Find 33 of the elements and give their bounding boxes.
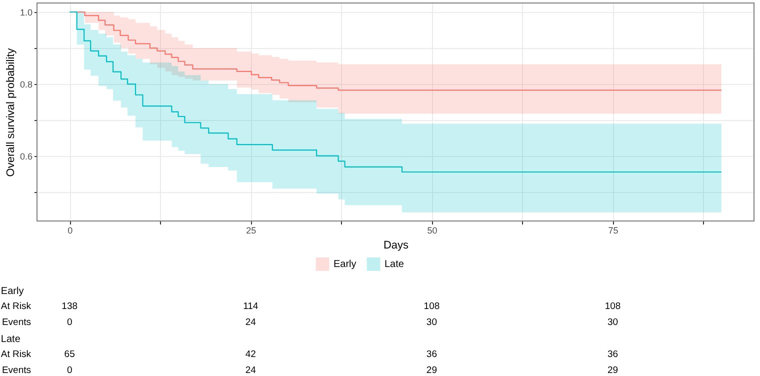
text: 29 xyxy=(607,365,618,376)
text: At Risk xyxy=(0,301,32,312)
x-tick-label: 50 xyxy=(427,226,438,236)
text: 36 xyxy=(607,349,618,360)
x-tick-label: 25 xyxy=(246,226,256,236)
text: 65 xyxy=(64,349,75,360)
text: 30 xyxy=(607,317,618,328)
text: 108 xyxy=(604,301,621,312)
text: 24 xyxy=(245,365,256,376)
text: At Risk xyxy=(0,349,32,360)
text: Late xyxy=(0,334,21,345)
text: 36 xyxy=(426,349,437,360)
text: 24 xyxy=(245,317,256,328)
text: 0 xyxy=(66,365,72,376)
text: 42 xyxy=(245,349,256,360)
text: 29 xyxy=(426,365,437,376)
text: 108 xyxy=(424,301,440,312)
x-tick-label: 0 xyxy=(68,226,73,236)
legend-label: Early xyxy=(334,259,356,270)
x-axis-title: Days xyxy=(383,240,410,252)
text: 138 xyxy=(62,301,78,312)
legend-label: Late xyxy=(384,259,404,270)
text: Events xyxy=(2,365,32,376)
text: Events xyxy=(2,317,32,328)
y-tick-label: 1.0 xyxy=(20,8,32,18)
x-tick-label: 75 xyxy=(608,226,618,236)
text: 114 xyxy=(243,301,258,312)
text: 30 xyxy=(426,317,437,328)
text: 0 xyxy=(66,317,72,328)
text: Early xyxy=(0,286,24,297)
y-tick-label: 0.8 xyxy=(20,80,32,90)
y-axis-title: Overall survival probability xyxy=(4,48,17,177)
y-tick-label: 0.6 xyxy=(20,152,32,162)
